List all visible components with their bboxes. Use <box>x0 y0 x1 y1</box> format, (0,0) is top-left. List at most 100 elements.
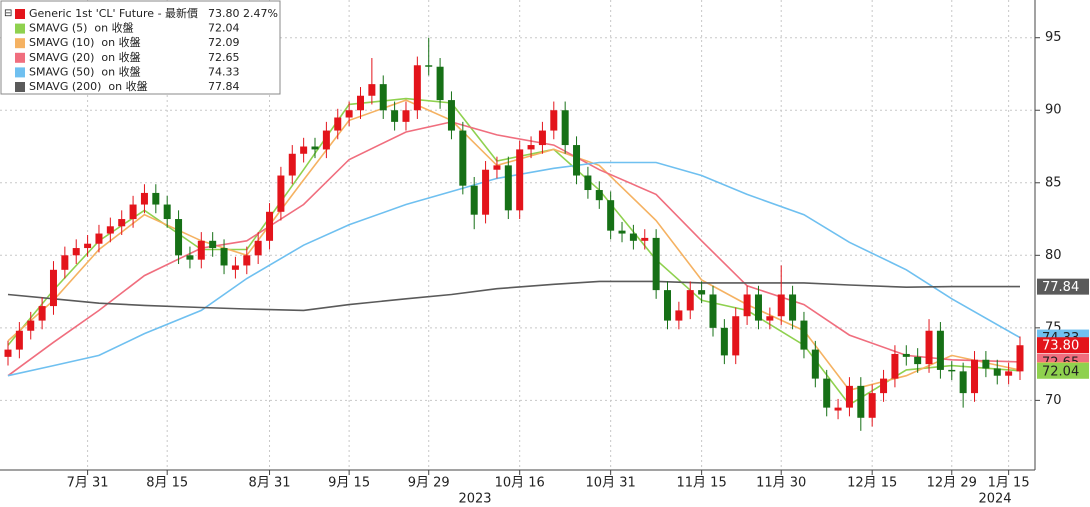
candle-body <box>720 327 728 356</box>
candle-body <box>936 330 944 370</box>
legend-value: 72.09 <box>208 36 240 49</box>
candle-body <box>664 290 672 321</box>
legend-swatch <box>15 67 25 78</box>
candle-body <box>493 165 501 170</box>
candle-body <box>527 145 535 150</box>
last-value-box <box>1037 337 1089 354</box>
candle-body <box>834 407 842 411</box>
sma-line <box>7 121 1021 377</box>
plot-area <box>0 0 1035 470</box>
candle-body <box>504 165 512 211</box>
candle-body <box>38 306 46 321</box>
candle-body <box>334 117 342 131</box>
legend-value: 72.04 <box>208 22 240 35</box>
sma-line <box>7 280 1020 312</box>
collapse-icon: ⊟ <box>4 8 12 19</box>
candle-body <box>322 130 330 150</box>
candle-body <box>777 294 785 317</box>
candle-body <box>516 149 524 211</box>
legend-label: SMAVG (50) on 收盤 <box>29 64 141 78</box>
y-tick-label: 90 <box>1045 103 1062 118</box>
candle-body <box>982 359 990 369</box>
candle-body <box>595 190 603 201</box>
candle-body <box>379 84 387 111</box>
candle-body <box>902 353 910 357</box>
candle-body <box>288 153 296 176</box>
candle-body <box>823 378 831 408</box>
candle-body <box>425 65 433 67</box>
candle-body <box>413 65 421 111</box>
candle-body <box>140 192 148 205</box>
candle-body <box>72 248 80 256</box>
candle-body <box>607 200 615 231</box>
legend-swatch <box>15 23 25 34</box>
candle-body <box>914 356 922 365</box>
legend-swatch <box>15 38 25 49</box>
legend: ⊟ Generic 1st 'CL' Future - 最新價 73.80 2.47… <box>0 0 281 95</box>
candle-body <box>754 294 762 321</box>
candle-body <box>629 233 637 241</box>
candle-body <box>402 110 410 122</box>
candle-body <box>129 204 137 220</box>
candle-body <box>641 237 649 241</box>
candle-body <box>459 130 467 186</box>
x-tick-label: 10月 31 <box>586 476 636 491</box>
candle-body <box>300 146 308 154</box>
x-tick-label: 11月 15 <box>677 476 727 491</box>
legend-value: 73.80 <box>208 7 240 20</box>
legend-label: Generic 1st 'CL' Future - 最新價 <box>29 6 198 20</box>
candle-body <box>709 294 717 328</box>
legend-value: 74.33 <box>208 65 240 78</box>
x-tick-label: 9月 15 <box>328 476 370 491</box>
y-tick-label: 70 <box>1045 393 1062 408</box>
candle-body <box>743 294 751 317</box>
candle-body <box>698 290 706 295</box>
candle-body <box>766 316 774 321</box>
candle-body <box>561 110 569 146</box>
x-tick-label: 12月 29 <box>927 476 977 491</box>
last-value-box <box>1037 362 1089 379</box>
candle-body <box>652 237 660 291</box>
candle-body <box>49 269 57 307</box>
candle-body <box>231 265 239 270</box>
candle-body <box>789 294 797 321</box>
candle-body <box>538 130 546 146</box>
candle-body <box>925 330 933 365</box>
x-tick-label: 7月 31 <box>67 476 109 491</box>
candle-body <box>186 255 194 260</box>
candle-body <box>1016 345 1024 372</box>
candle-body <box>277 175 285 212</box>
candle-body <box>152 192 160 205</box>
year-label: 2024 <box>978 492 1011 507</box>
candle-body <box>220 248 228 266</box>
legend-swatch <box>15 82 25 92</box>
legend-label: SMAVG (10) on 收盤 <box>29 35 141 49</box>
x-tick-label: 12月 15 <box>847 476 897 491</box>
x-tick-label: 8月 31 <box>249 476 291 491</box>
candle-body <box>857 385 865 418</box>
candle-body <box>118 219 126 227</box>
y-tick-label: 85 <box>1045 175 1062 190</box>
x-tick-label: 10月 16 <box>495 476 545 491</box>
last-value-label: 73.80 <box>1042 339 1079 354</box>
legend-swatch <box>15 52 25 63</box>
year-label: 2023 <box>458 492 491 507</box>
candle-body <box>868 393 876 418</box>
x-tick-label: 1月 15 <box>988 476 1030 491</box>
candle-body <box>1005 371 1013 376</box>
candle-body <box>243 255 251 266</box>
candle-body <box>209 240 217 249</box>
legend-label: SMAVG (200) on 收盤 <box>29 79 148 93</box>
candle-body <box>368 84 376 96</box>
candle-body <box>732 316 740 356</box>
legend-label: SMAVG (20) on 收盤 <box>29 50 141 64</box>
candle-body <box>891 353 899 379</box>
candle-body <box>197 240 205 260</box>
candle-body <box>254 240 262 256</box>
candle-body <box>811 349 819 379</box>
legend-value: 72.65 <box>208 51 240 64</box>
candle-body <box>470 185 478 215</box>
candle-body <box>482 169 490 215</box>
candle-body <box>4 349 12 357</box>
